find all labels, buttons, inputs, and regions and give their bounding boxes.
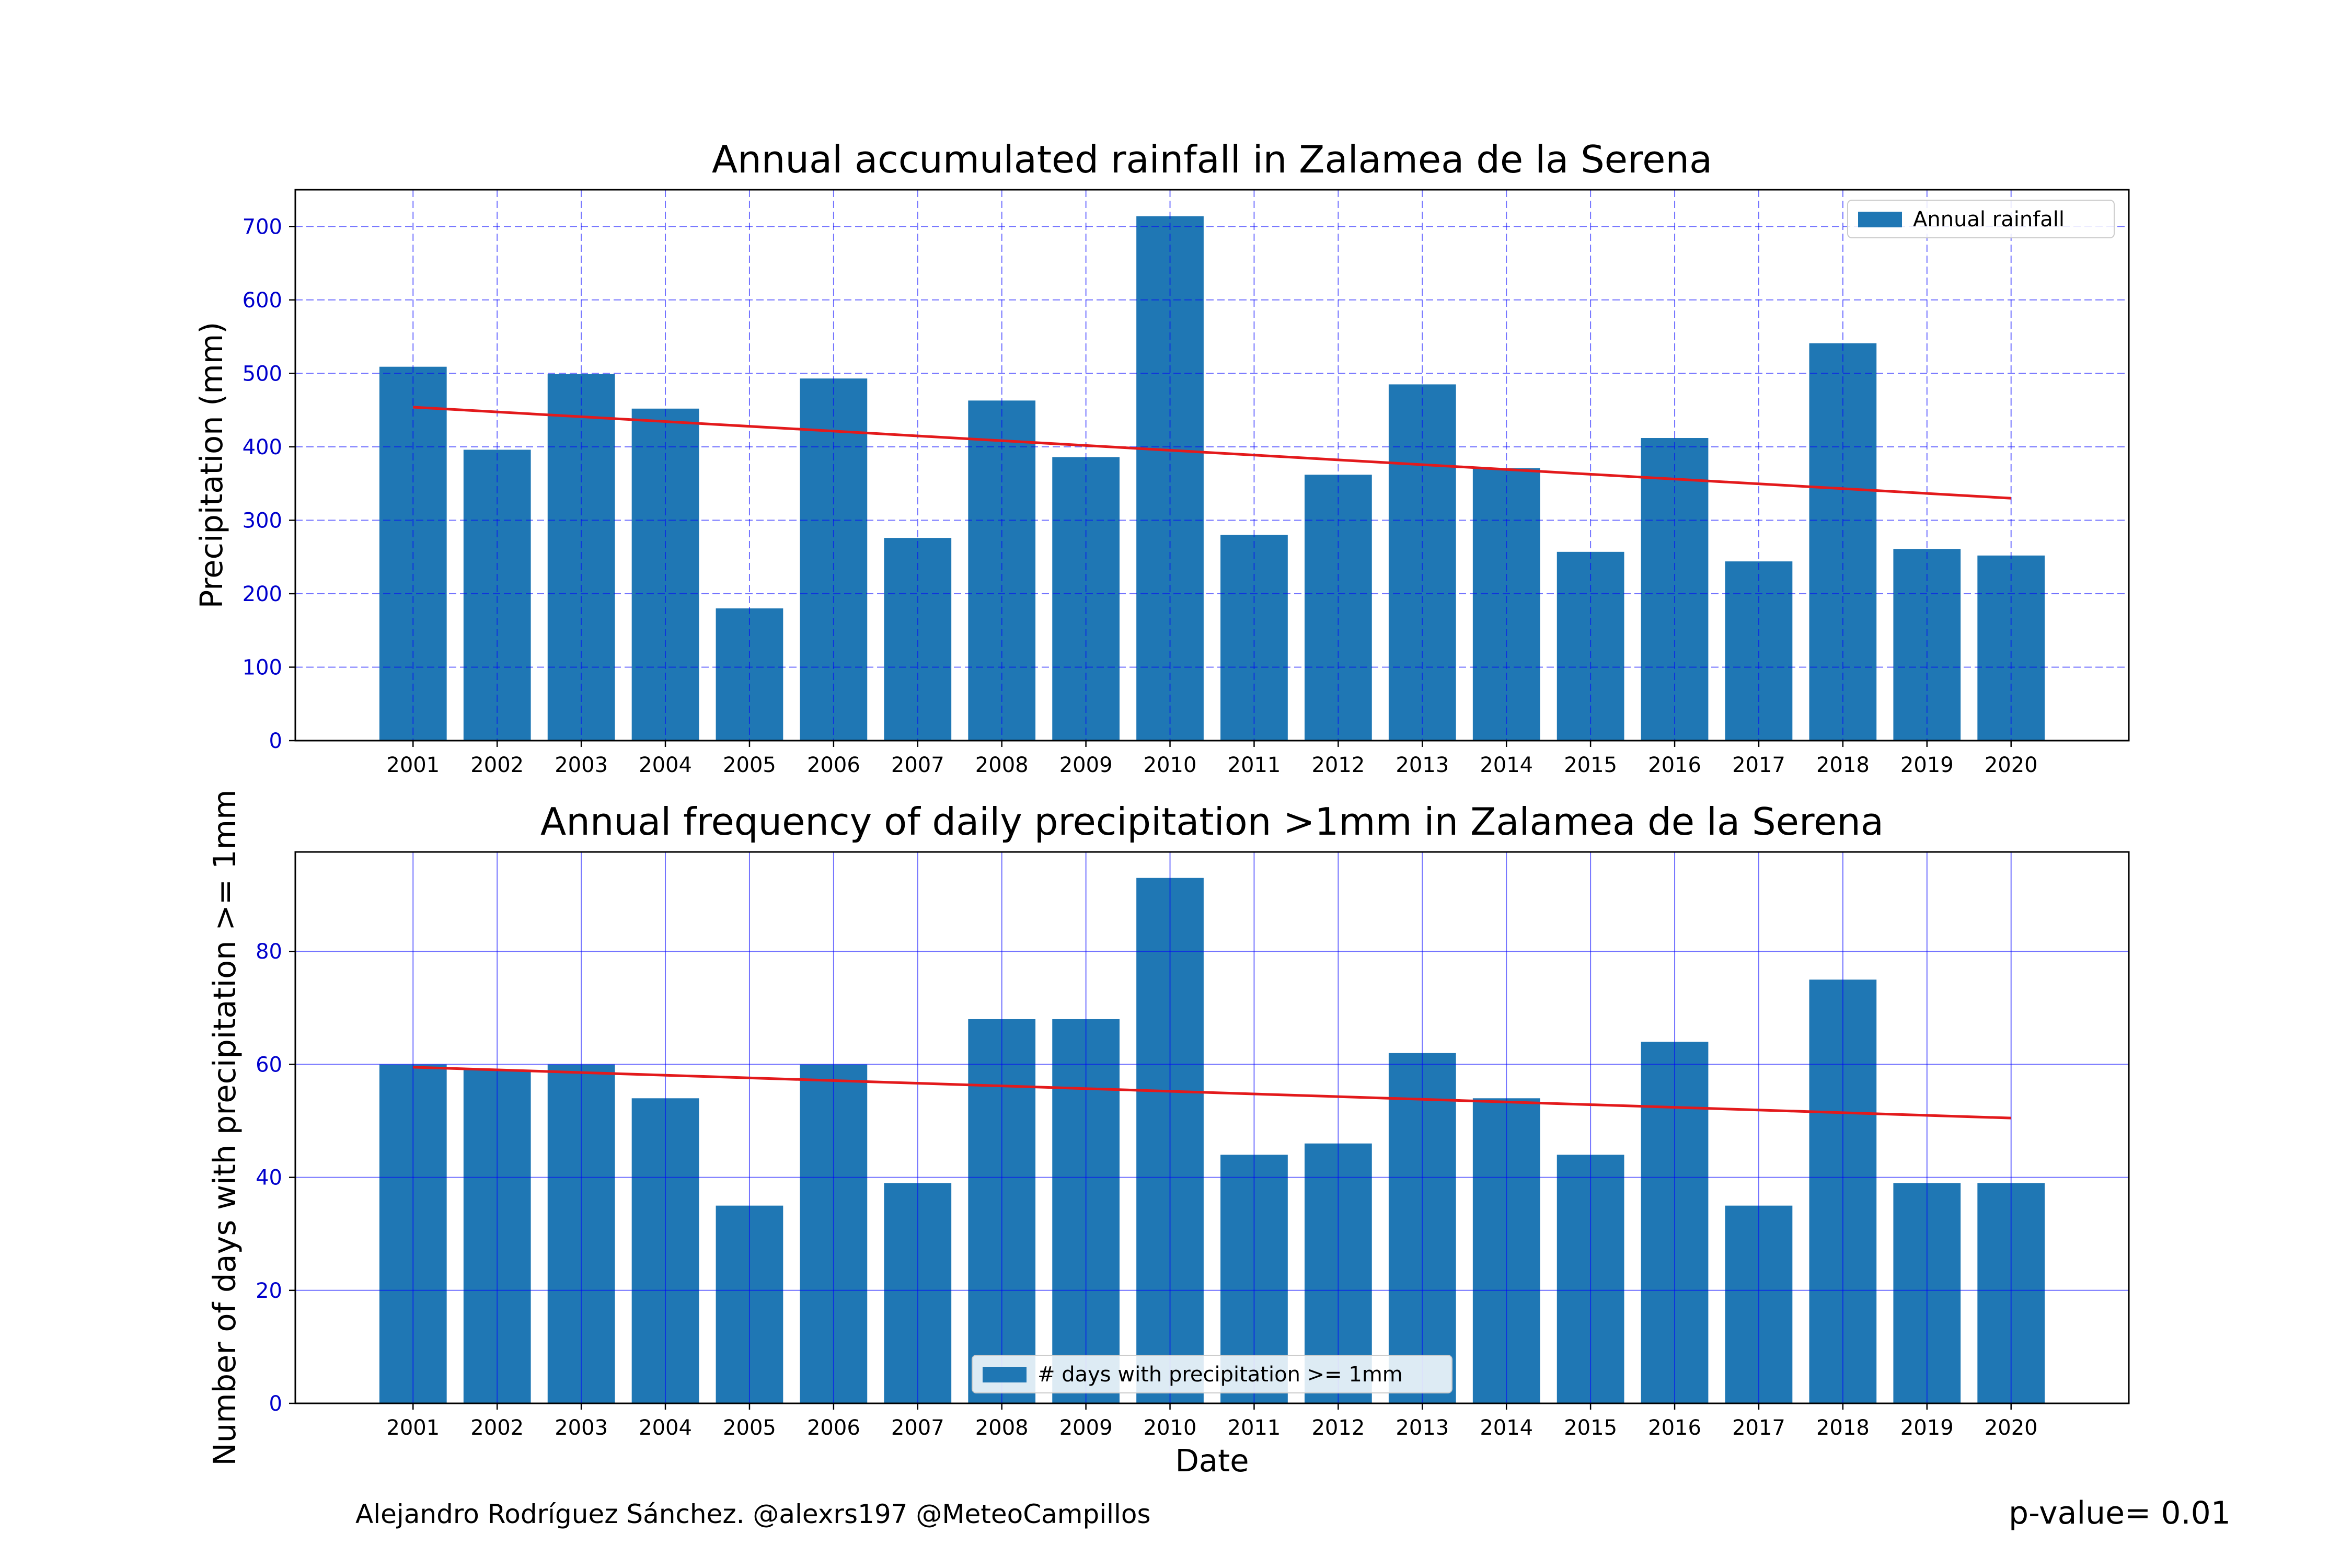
chart1-ytick-label: 0	[269, 729, 282, 753]
chart1-xtick-label: 2006	[807, 753, 860, 777]
chart1-trend-line	[413, 406, 2011, 500]
chart1-xtick-label: 2008	[975, 753, 1029, 777]
chart1-xtick-label: 2010	[1144, 753, 1197, 777]
chart1-xtick-label: 2007	[891, 753, 944, 777]
chart1-xtick-label: 2005	[723, 753, 776, 777]
chart2-legend-box	[972, 1355, 1452, 1393]
chart1-title: Annual accumulated rainfall in Zalamea d…	[712, 137, 1712, 181]
chart2-xtick-label: 2020	[1985, 1416, 2038, 1440]
chart1-xtick-label: 2009	[1059, 753, 1113, 777]
chart2-axes-frame	[294, 851, 2130, 1404]
chart2-xtick-label: 2015	[1564, 1416, 1617, 1440]
chart2-xtick-label: 2008	[975, 1416, 1029, 1440]
chart2-legend-swatch	[983, 1367, 1027, 1382]
chart2-title: Annual frequency of daily precipitation …	[540, 800, 1884, 844]
chart2-xlabel: Date	[1175, 1443, 1249, 1479]
chart1-bar-2006	[800, 378, 868, 741]
chart2-ylabel: Number of days with precipitation >= 1mm	[206, 790, 243, 1466]
chart2-xtick-label: 2017	[1732, 1416, 1785, 1440]
chart2-xtick-label: 2001	[386, 1416, 440, 1440]
chart1-xtick-label: 2015	[1564, 753, 1617, 777]
chart2-ytick-label: 40	[256, 1166, 282, 1190]
chart2-ytick-label: 60	[256, 1053, 282, 1077]
chart2-xtick-label: 2002	[470, 1416, 524, 1440]
credit-text: Alejandro Rodríguez Sánchez. @alexrs197 …	[355, 1499, 1151, 1529]
chart2-xtick-label: 2010	[1144, 1416, 1197, 1440]
chart1-xtick-label: 2002	[470, 753, 524, 777]
chart1-xtick-label: 2013	[1396, 753, 1449, 777]
chart1-xtick-label: 2017	[1732, 753, 1785, 777]
p-value-text: p-value= 0.01	[2009, 1495, 2231, 1531]
chart1-axes-frame	[294, 189, 2130, 742]
chart1-ytick-label: 300	[243, 509, 282, 533]
chart2-xtick-label: 2013	[1396, 1416, 1449, 1440]
chart1-ytick-label: 500	[243, 362, 282, 386]
chart1-xtick-label: 2004	[639, 753, 692, 777]
chart1-xtick-label: 2003	[555, 753, 608, 777]
chart2-legend-label: # days with precipitation >= 1mm	[1037, 1363, 1403, 1387]
chart2-xtick-label: 2011	[1228, 1416, 1281, 1440]
chart2-xtick-label: 2003	[555, 1416, 608, 1440]
chart1-legend-label: Annual rainfall	[1913, 207, 2065, 232]
chart2-ytick-label: 20	[256, 1279, 282, 1303]
chart1-ytick-label: 200	[243, 582, 282, 606]
chart1-xtick-label: 2018	[1816, 753, 1870, 777]
chart1-xtick-label: 2011	[1228, 753, 1281, 777]
chart2-ytick-label: 0	[269, 1392, 282, 1416]
chart2-trend-line	[413, 1066, 2011, 1120]
chart1-legend-swatch	[1858, 212, 1902, 227]
chart2-xtick-label: 2014	[1480, 1416, 1533, 1440]
chart1-legend-box	[1847, 200, 2115, 238]
chart1-xtick-label: 2014	[1480, 753, 1533, 777]
chart1-xtick-label: 2016	[1648, 753, 1701, 777]
chart1-ytick-label: 100	[243, 655, 282, 679]
chart1-xtick-label: 2012	[1311, 753, 1365, 777]
chart1-ytick-label: 600	[243, 289, 282, 313]
chart2-xtick-label: 2004	[639, 1416, 692, 1440]
chart2-xtick-label: 2018	[1816, 1416, 1870, 1440]
chart1-xtick-label: 2019	[1900, 753, 1954, 777]
chart1-xtick-label: 2020	[1985, 753, 2038, 777]
chart2-ytick-label: 80	[256, 940, 282, 964]
chart2-xtick-label: 2005	[723, 1416, 776, 1440]
chart2-xtick-label: 2006	[807, 1416, 860, 1440]
chart1-ytick-label: 400	[243, 435, 282, 459]
chart1-ytick-label: 700	[243, 215, 282, 239]
chart1-xtick-label: 2001	[386, 753, 440, 777]
chart2-xtick-label: 2016	[1648, 1416, 1701, 1440]
chart2-xtick-label: 2012	[1311, 1416, 1365, 1440]
chart2-xtick-label: 2007	[891, 1416, 944, 1440]
chart2-xtick-label: 2009	[1059, 1416, 1113, 1440]
chart2-xtick-label: 2019	[1900, 1416, 1954, 1440]
chart1-ylabel: Precipitation (mm)	[193, 322, 229, 609]
